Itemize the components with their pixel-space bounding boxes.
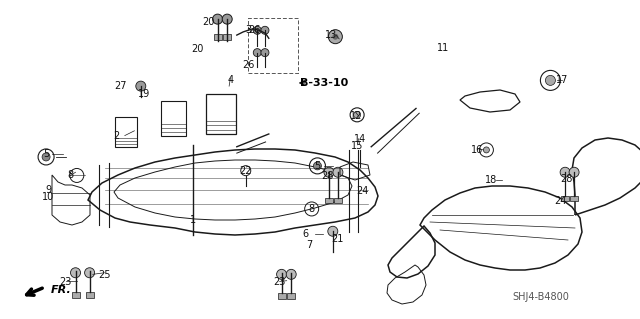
Text: 23: 23 xyxy=(273,277,286,287)
Text: 19: 19 xyxy=(138,89,150,99)
Text: FR.: FR. xyxy=(51,285,72,295)
Bar xyxy=(161,100,186,136)
Text: 28: 28 xyxy=(321,171,334,182)
Text: 17: 17 xyxy=(556,75,568,85)
Text: 26: 26 xyxy=(248,25,260,35)
Circle shape xyxy=(253,48,261,57)
Bar xyxy=(278,293,285,300)
Text: 4: 4 xyxy=(227,75,234,85)
Text: 3: 3 xyxy=(245,25,252,35)
Circle shape xyxy=(545,75,556,85)
Circle shape xyxy=(328,226,338,236)
Bar xyxy=(334,198,342,203)
Circle shape xyxy=(333,167,343,177)
Bar xyxy=(72,292,79,298)
Text: 24: 24 xyxy=(554,196,567,206)
Circle shape xyxy=(84,268,95,278)
Text: 15: 15 xyxy=(351,141,364,151)
Text: B-33-10: B-33-10 xyxy=(300,78,348,88)
Circle shape xyxy=(286,269,296,279)
Circle shape xyxy=(354,111,360,118)
Text: 27: 27 xyxy=(114,81,127,91)
Text: 2: 2 xyxy=(113,130,120,141)
Circle shape xyxy=(261,26,269,34)
Bar xyxy=(214,34,221,40)
Text: 6: 6 xyxy=(303,229,309,240)
Circle shape xyxy=(328,30,342,44)
Text: 8: 8 xyxy=(67,170,74,181)
Text: 24: 24 xyxy=(356,186,369,197)
Text: 5: 5 xyxy=(314,161,321,171)
Text: 20: 20 xyxy=(202,17,214,27)
Circle shape xyxy=(253,26,261,34)
Text: 18: 18 xyxy=(485,175,498,185)
Text: 23: 23 xyxy=(60,277,72,287)
Text: 10: 10 xyxy=(42,192,54,202)
Circle shape xyxy=(483,147,490,153)
Circle shape xyxy=(276,269,287,279)
Text: 11: 11 xyxy=(436,43,449,53)
Text: SHJ4-B4800: SHJ4-B4800 xyxy=(513,292,569,302)
Circle shape xyxy=(569,167,579,177)
Bar xyxy=(561,196,569,201)
Circle shape xyxy=(42,153,50,161)
Text: 28: 28 xyxy=(560,174,573,184)
Circle shape xyxy=(261,48,269,57)
Text: 22: 22 xyxy=(239,166,252,176)
Circle shape xyxy=(332,34,339,40)
Bar xyxy=(248,18,298,73)
Circle shape xyxy=(212,14,223,24)
Text: 14: 14 xyxy=(353,134,366,145)
Bar xyxy=(115,117,137,147)
Text: 1: 1 xyxy=(190,215,196,225)
Bar xyxy=(287,293,295,300)
Circle shape xyxy=(314,162,321,170)
Text: 9: 9 xyxy=(45,185,51,195)
Bar xyxy=(223,34,231,40)
Bar xyxy=(206,94,236,134)
Text: 5: 5 xyxy=(43,149,49,159)
Text: 21: 21 xyxy=(331,234,344,244)
Text: 26: 26 xyxy=(242,60,255,70)
Text: 25: 25 xyxy=(98,270,111,280)
Bar xyxy=(570,196,578,201)
Text: 7: 7 xyxy=(307,240,313,250)
Text: 13: 13 xyxy=(325,30,338,40)
Text: 16: 16 xyxy=(471,145,484,155)
Text: 12: 12 xyxy=(349,111,362,121)
Text: 8: 8 xyxy=(308,204,315,214)
Bar xyxy=(325,198,333,203)
Circle shape xyxy=(222,14,232,24)
Circle shape xyxy=(324,167,334,177)
Circle shape xyxy=(560,167,570,177)
Bar xyxy=(86,292,93,298)
Text: 20: 20 xyxy=(191,44,204,55)
Circle shape xyxy=(70,268,81,278)
Circle shape xyxy=(136,81,146,91)
